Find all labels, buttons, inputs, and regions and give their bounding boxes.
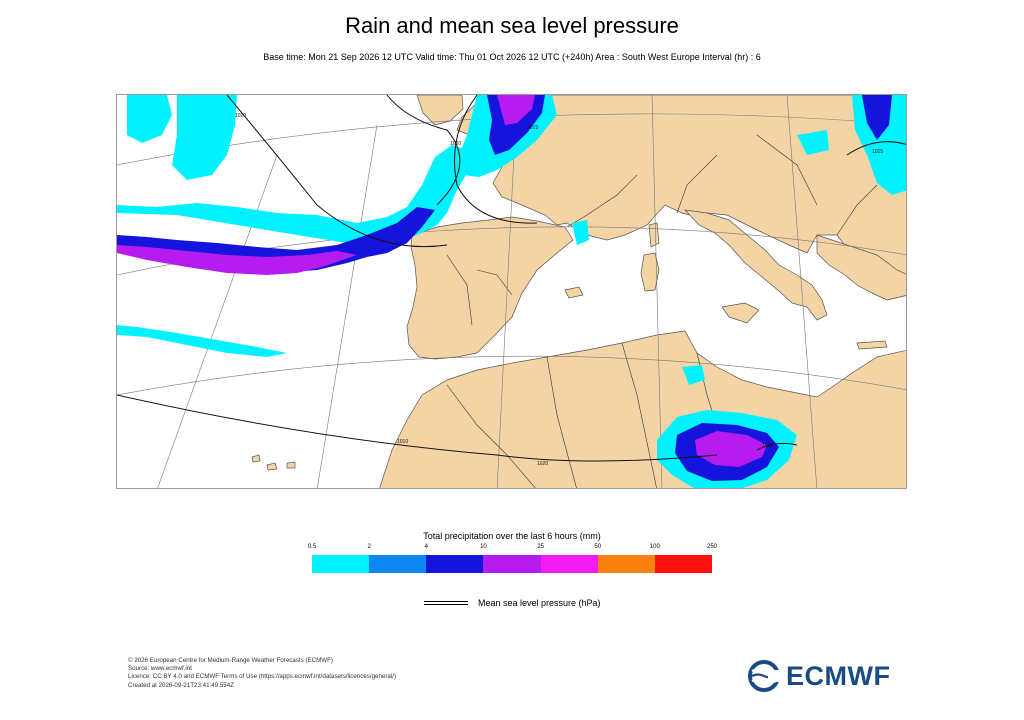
land-sardinia <box>640 252 660 292</box>
precip-layer <box>117 95 906 488</box>
precip-ne-core <box>862 95 892 140</box>
legend-tick: 4 <box>424 544 428 550</box>
precip-patch-3 <box>797 130 829 155</box>
credits-licence: Licence: CC BY 4.0 and ECMWF Terms of Us… <box>128 673 397 681</box>
legend-tick: 50 <box>594 544 602 550</box>
land-italy <box>684 209 828 321</box>
legend-tick: 25 <box>537 544 544 550</box>
isobar-label-7: 1015 <box>872 149 883 155</box>
ecmwf-logo-icon <box>748 660 782 692</box>
credits-block: © 2026 European Centre for Medium-Range … <box>128 657 396 690</box>
land-corsica <box>648 222 660 248</box>
credits-created: Created at 2026-09-21T23:41:49.554Z <box>128 681 234 689</box>
credits-copyright: © 2026 European Centre for Medium-Range … <box>128 657 333 664</box>
precip-atlantic-band <box>117 145 472 245</box>
chart-title: Rain and mean sea level pressure <box>345 13 679 38</box>
colorbar-segment <box>312 555 370 573</box>
legend-tick: 10 <box>480 544 487 550</box>
map-panel: 1020 1020 1015 1010 1020 1015 1015 <box>116 94 907 489</box>
isobar-label-2: 1020 <box>450 141 461 147</box>
isobar-3 <box>386 95 461 206</box>
ecmwf-logo: ECMWF <box>748 660 898 692</box>
chart-subtitle: Base time: Mon 21 Sep 2026 12 UTC Valid … <box>263 52 761 62</box>
precip-atlantic-south <box>117 325 287 357</box>
colorbar-segment <box>540 555 598 573</box>
precip-biscay-heavy <box>497 95 535 125</box>
land-balearic <box>564 286 584 299</box>
isobar-5 <box>756 442 798 451</box>
isobar-label-6: 1015 <box>762 443 773 449</box>
legend-ticks: 0.5 2 4 10 25 50 100 250 <box>308 544 717 554</box>
ecmwf-logo-text: ECMWF <box>786 661 891 691</box>
precip-patch-2 <box>682 365 705 385</box>
precip-colorbar <box>312 555 712 573</box>
land-balkans <box>816 234 906 301</box>
precip-libya-heavy <box>695 431 767 467</box>
precip-patch-1 <box>572 220 589 245</box>
legend-tick: 100 <box>649 544 660 550</box>
colorbar-segment <box>426 555 484 573</box>
isobar-label-5: 1020 <box>537 461 548 467</box>
credits-source: Source: www.ecmwf.int <box>128 665 192 673</box>
pressure-line-symbol-2 <box>424 604 468 605</box>
isobar-6 <box>846 141 906 156</box>
precip-ne-corner <box>852 95 906 195</box>
isobar-labels: 1020 1020 1015 1010 1020 1015 1015 <box>235 113 883 467</box>
colorbar-segment <box>654 555 712 573</box>
isobar-1 <box>226 95 448 248</box>
legend-tick: 0.5 <box>307 544 317 550</box>
precip-atlantic-nw <box>172 95 237 180</box>
map-svg: 1020 1020 1015 1010 1020 1015 1015 <box>117 95 906 488</box>
land-crete <box>856 340 888 350</box>
precip-atlantic-nw2 <box>127 95 172 143</box>
colorbar-segment <box>597 555 655 573</box>
isobar-label-1: 1020 <box>235 113 246 119</box>
isobar-4 <box>117 394 718 462</box>
isobar-label-4: 1010 <box>397 439 408 445</box>
isobar-label-3: 1015 <box>527 125 538 131</box>
border-lines <box>446 134 878 488</box>
legend-tick: 2 <box>367 544 371 550</box>
land-iberia <box>406 216 574 360</box>
precip-atlantic-heavy <box>117 245 357 275</box>
land-canaries <box>251 454 296 471</box>
legend-title: Total precipitation over the last 6 hour… <box>423 531 601 541</box>
colorbar-segment <box>369 555 427 573</box>
land-sicily <box>721 302 760 324</box>
isobar-2 <box>454 95 538 224</box>
isobars <box>117 95 906 462</box>
legend-tick: 250 <box>706 544 718 550</box>
pressure-line-symbol <box>424 601 468 602</box>
pressure-legend-label: Mean sea level pressure (hPa) <box>478 598 601 608</box>
colorbar-segment <box>483 555 541 573</box>
borders-layer <box>446 134 878 488</box>
